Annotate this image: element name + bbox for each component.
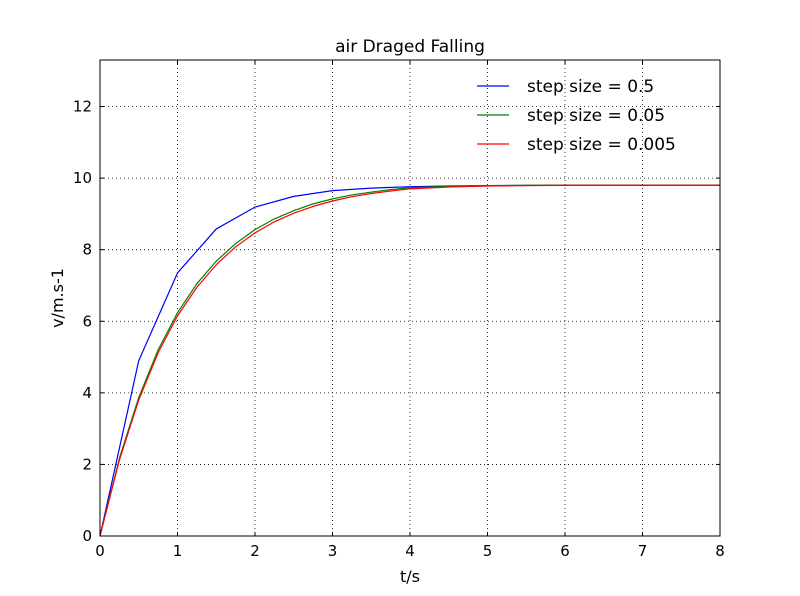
chart-title: air Draged Falling [335, 37, 485, 57]
series-lines [99, 184, 720, 537]
x-tick-label: 3 [328, 542, 338, 560]
y-tick-label: 12 [73, 98, 92, 116]
y-tick-label: 6 [82, 312, 92, 330]
x-tick-label: 1 [173, 542, 183, 560]
x-tick-label: 0 [95, 542, 105, 560]
series-line-3 [99, 184, 720, 537]
x-tick-label: 8 [715, 542, 725, 560]
x-tick-label: 6 [560, 542, 570, 560]
x-tick-label: 2 [250, 542, 260, 560]
y-tick-label: 0 [82, 527, 92, 545]
x-axis-label: t/s [400, 567, 420, 586]
y-tick-label: 4 [82, 384, 92, 402]
y-tick-label: 10 [73, 169, 92, 187]
x-tick-label: 4 [405, 542, 415, 560]
y-axis-label: v/m.s-1 [48, 268, 67, 328]
x-tick-label: 5 [483, 542, 493, 560]
grid [100, 60, 720, 536]
y-tick-label: 2 [82, 455, 92, 473]
legend-label-3: step size = 0.005 [527, 135, 676, 155]
legend-label-1: step size = 0.5 [527, 77, 654, 97]
legend-label-2: step size = 0.05 [527, 106, 665, 126]
x-tick-label: 7 [638, 542, 648, 560]
y-tick-label: 8 [82, 241, 92, 259]
legend: step size = 0.5 step size = 0.05 step size… [477, 77, 676, 155]
